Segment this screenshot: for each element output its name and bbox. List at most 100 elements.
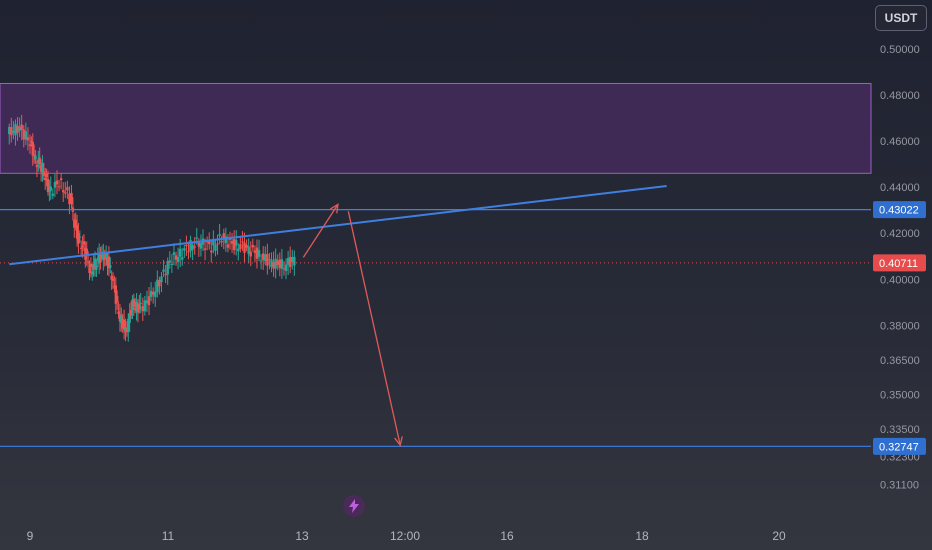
- candle-body: [22, 129, 25, 140]
- candle-body: [151, 291, 155, 295]
- candle-body: [185, 244, 188, 246]
- candle-body: [276, 260, 279, 265]
- candle-body: [193, 246, 196, 248]
- candle-body: [138, 304, 141, 310]
- x-tick-label: 20: [772, 529, 786, 543]
- candles-layer: [8, 114, 296, 342]
- candle-body: [139, 303, 142, 305]
- candle-body: [122, 319, 126, 330]
- candle-body: [110, 275, 113, 280]
- candle-body: [37, 159, 40, 164]
- candle-body: [164, 274, 167, 276]
- candle-body: [57, 186, 61, 188]
- candle-body: [74, 219, 77, 226]
- lower-level-price-label-bg: [873, 437, 926, 455]
- candle-body: [91, 271, 94, 275]
- candle-body: [274, 258, 277, 269]
- candle-body: [264, 254, 267, 262]
- candle-body: [253, 250, 257, 253]
- y-tick-label: 0.36500: [880, 355, 920, 367]
- candle-body: [120, 315, 123, 324]
- candle-body: [191, 244, 194, 250]
- candle-body: [48, 190, 51, 192]
- candle-body: [212, 240, 215, 246]
- candle-body: [156, 279, 159, 293]
- upper-level-price-label: 0.43022: [879, 205, 919, 217]
- candle-body: [160, 276, 163, 283]
- candle-body: [243, 242, 246, 253]
- candle-body: [39, 164, 43, 172]
- trendline: [9, 184, 667, 266]
- candle-body: [103, 257, 106, 259]
- candle-body: [278, 259, 282, 269]
- y-tick-label: 0.48000: [880, 90, 920, 102]
- candle-body: [99, 254, 102, 263]
- candle-body: [272, 261, 275, 269]
- candle-body: [78, 236, 82, 238]
- projection-arrow: [347, 211, 401, 446]
- candle-body: [158, 280, 161, 287]
- candle-body: [257, 250, 261, 257]
- candle-body: [89, 263, 93, 268]
- candle-body: [259, 260, 263, 262]
- candle-body: [282, 268, 286, 270]
- candle-body: [235, 240, 238, 246]
- candle-body: [220, 240, 223, 243]
- candle-body: [237, 248, 240, 252]
- candle-body: [102, 254, 105, 261]
- candle-body: [147, 296, 151, 306]
- candle-body: [73, 219, 76, 228]
- candle-body: [98, 253, 101, 264]
- candle-body: [174, 255, 178, 260]
- candle-body: [92, 264, 95, 270]
- candle-body: [210, 250, 213, 253]
- candle-body: [75, 225, 79, 239]
- candle-body: [249, 251, 252, 257]
- candle-body: [218, 233, 221, 236]
- candle-body: [168, 260, 171, 263]
- candle-body: [230, 240, 234, 244]
- candle-body: [127, 318, 130, 332]
- candle-body: [109, 265, 112, 268]
- candle-body: [8, 127, 11, 135]
- price-labels-layer: 0.43022 0.40711 0.32747: [873, 201, 926, 455]
- currency-button[interactable]: USDT: [875, 5, 927, 31]
- y-tick-label: 0.40000: [880, 274, 920, 286]
- candle-body: [121, 319, 124, 329]
- candle-body: [26, 137, 30, 141]
- candle-body: [104, 252, 108, 260]
- y-tick-label: 0.42000: [880, 228, 920, 240]
- candle-body: [199, 243, 203, 249]
- lightning-icon[interactable]: [343, 495, 365, 517]
- current-price-label: 0.40711: [879, 258, 918, 270]
- candle-body: [53, 181, 57, 188]
- candle-body: [293, 256, 296, 266]
- candle-body: [255, 247, 259, 259]
- candle-body: [59, 178, 63, 181]
- candle-body: [88, 267, 91, 273]
- x-tick-label: 11: [162, 529, 175, 543]
- candle-body: [187, 251, 190, 253]
- candle-body: [34, 155, 37, 160]
- candle-body: [42, 171, 46, 176]
- candle-body: [224, 236, 228, 244]
- candle-body: [136, 303, 140, 313]
- candle-body: [286, 258, 290, 265]
- candle-body: [124, 327, 127, 332]
- candle-body: [176, 256, 180, 263]
- candle-body: [113, 286, 116, 288]
- candle-body: [181, 257, 184, 260]
- y-tick-label: 0.46000: [880, 136, 920, 148]
- arrow-head: [329, 203, 339, 214]
- candle-body: [149, 290, 153, 297]
- candle-body: [64, 192, 67, 194]
- y-tick-label: 0.50000: [880, 44, 920, 56]
- drawings-layer: [0, 184, 871, 447]
- candle-body: [68, 193, 71, 205]
- candle-body: [203, 248, 207, 250]
- candle-body: [270, 259, 273, 268]
- candle-body: [216, 243, 219, 245]
- candle-body: [183, 248, 186, 251]
- candle-body: [10, 127, 13, 136]
